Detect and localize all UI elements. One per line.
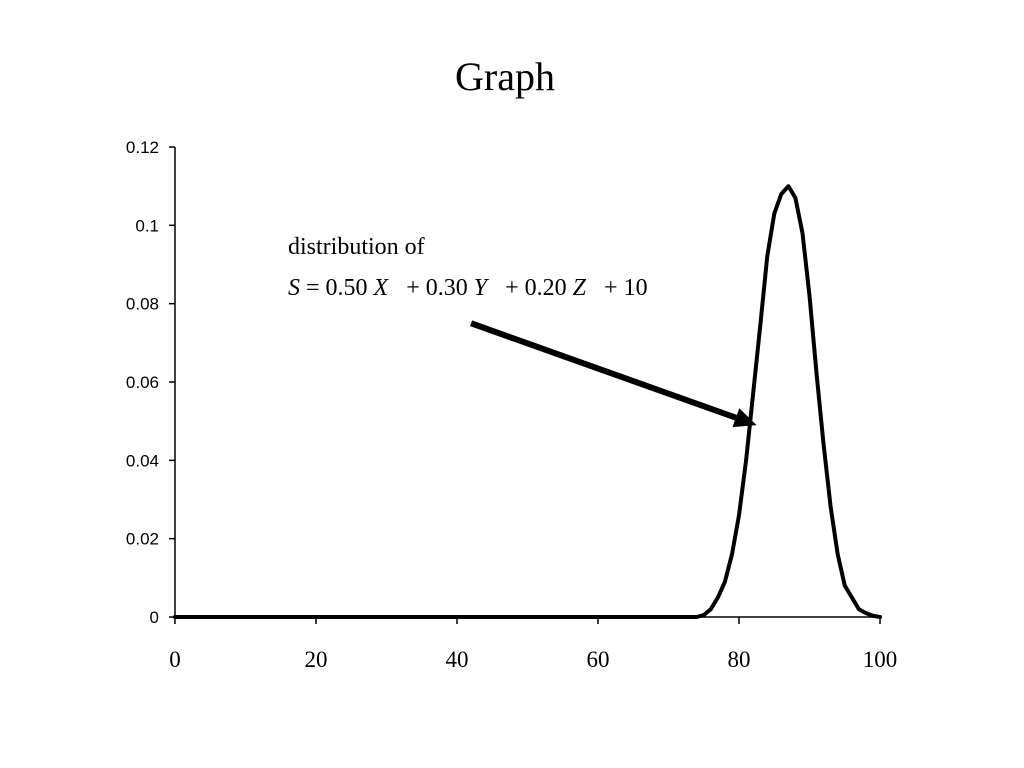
annotation-formula: S = 0.50 X + 0.30 Y + 0.20 Z + 10 <box>288 275 648 301</box>
formula-part-2: + 0.30 <box>388 275 474 301</box>
x-tick-label: 100 <box>863 647 898 672</box>
y-tick-label: 0.06 <box>126 373 159 392</box>
annotation-arrow <box>470 320 757 428</box>
x-tick-label: 20 <box>305 647 328 672</box>
formula-x: X <box>373 275 390 301</box>
y-tick-label: 0.02 <box>126 530 159 549</box>
distribution-curve <box>173 184 882 619</box>
x-tick-label: 80 <box>728 647 751 672</box>
arrow-head <box>732 408 757 428</box>
formula-z: Z <box>573 275 587 301</box>
formula-part-3: + 0.20 <box>487 275 573 301</box>
y-tick-label: 0.04 <box>126 451 159 470</box>
x-tick-label: 60 <box>587 647 610 672</box>
x-tick-label: 0 <box>169 647 181 672</box>
y-tick-label: 0 <box>150 608 159 627</box>
x-axis-ticks: 0 20 40 60 80 100 <box>169 617 897 672</box>
annotation-label: distribution of <box>288 234 425 260</box>
arrow-shaft <box>470 320 737 421</box>
y-tick-label: 0.1 <box>135 216 159 235</box>
formula-y: Y <box>474 275 490 301</box>
series-layer <box>173 184 882 619</box>
x-tick-label: 40 <box>446 647 469 672</box>
y-axis-ticks: 0 0.02 0.04 0.06 0.08 0.1 0.12 <box>126 138 175 627</box>
y-tick-label: 0.08 <box>126 295 159 314</box>
formula-part-4: + 10 <box>586 275 648 301</box>
formula-part-1: = 0.50 <box>300 275 374 301</box>
chart-title: Graph <box>455 54 555 99</box>
y-tick-label: 0.12 <box>126 138 159 157</box>
formula-s: S <box>288 275 300 301</box>
